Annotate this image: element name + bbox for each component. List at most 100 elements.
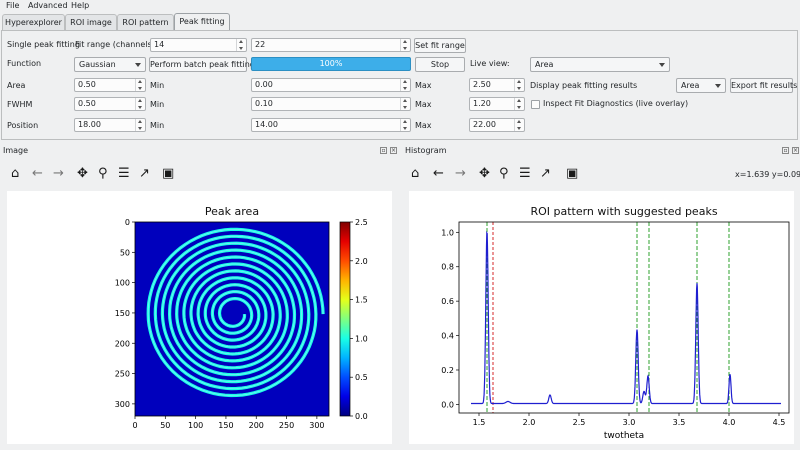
spin-arrows-icon[interactable]	[400, 119, 410, 131]
image-plot-area[interactable]: Peak area 0 50 100 150 200 250 300 0 50 100 150 200 2…	[7, 191, 392, 444]
colorbar-tick-label: 0.0	[355, 412, 368, 421]
display-results-label: Display peak fitting results	[530, 81, 638, 90]
fit-range-label: Fit range (channels):	[75, 40, 158, 49]
float-icon[interactable]: ▫	[380, 147, 387, 154]
spin-arrows-icon[interactable]	[514, 98, 524, 110]
pan-icon[interactable]: ✥	[479, 166, 490, 181]
roi-pattern-chart[interactable]: ROI pattern with suggested peaks 1.5 2.0 2.…	[409, 191, 794, 444]
spin-arrows-icon[interactable]	[400, 39, 410, 51]
peak-fitting-panel	[1, 30, 798, 140]
image-dock-title: Image	[3, 146, 29, 155]
zoom-icon[interactable]: ⚲	[98, 166, 108, 181]
y-tick-label: 1.0	[441, 228, 454, 237]
display-results-select[interactable]: Area	[676, 78, 726, 93]
pan-icon[interactable]: ✥	[77, 166, 88, 181]
back-icon[interactable]: ←	[32, 166, 43, 181]
x-tick-label: 150	[218, 421, 233, 430]
fit-range-max-value: 22	[255, 40, 266, 49]
spin-arrows-icon[interactable]	[135, 98, 145, 110]
live-view-select[interactable]: Area	[530, 57, 670, 72]
y-tick-label: 0	[125, 218, 130, 227]
inspect-diagnostics-checkbox[interactable]	[531, 100, 540, 109]
y-tick-label: 0.8	[441, 263, 454, 272]
close-icon[interactable]: ×	[390, 147, 397, 154]
tab-roi-pattern[interactable]: ROI pattern	[117, 14, 174, 30]
y-tick-label: 50	[120, 248, 130, 257]
back-icon[interactable]: ←	[433, 166, 444, 181]
param-area-value-spinbox[interactable]: 0.50	[74, 78, 146, 92]
save-icon[interactable]: ▣	[162, 166, 175, 181]
spin-arrows-icon[interactable]	[135, 79, 145, 91]
heatmap-title: Peak area	[205, 205, 259, 218]
spin-arrows-icon[interactable]	[514, 119, 524, 131]
y-tick-label: 200	[115, 339, 130, 348]
tab-hyperexplorer[interactable]: Hyperexplorer	[2, 14, 65, 30]
menu-bar: File Advanced Help	[0, 0, 800, 13]
menu-file[interactable]: File	[6, 1, 20, 10]
spin-arrows-icon[interactable]	[400, 98, 410, 110]
set-fit-range-button[interactable]: Set fit range	[414, 38, 466, 53]
close-icon[interactable]: ×	[792, 147, 799, 154]
edit-axis-icon[interactable]: ↗	[139, 166, 150, 181]
fit-range-min-value: 14	[154, 40, 165, 49]
param-value: 0.50	[78, 99, 96, 108]
spin-arrows-icon[interactable]	[236, 39, 246, 51]
forward-icon[interactable]: →	[455, 166, 466, 181]
home-icon[interactable]: ⌂	[411, 166, 420, 181]
menu-advanced[interactable]: Advanced	[28, 1, 68, 10]
chevron-down-icon	[715, 84, 721, 88]
home-icon[interactable]: ⌂	[11, 166, 20, 181]
chevron-down-icon	[659, 63, 665, 67]
dock-splitter[interactable]	[399, 147, 402, 450]
param-area-max-spinbox[interactable]: 2.50	[469, 78, 525, 92]
edit-axis-icon[interactable]: ↗	[540, 166, 551, 181]
line-chart-frame	[458, 221, 790, 414]
param-fwhm-min-spinbox[interactable]: 0.10	[251, 97, 411, 111]
spin-arrows-icon[interactable]	[400, 79, 410, 91]
spin-arrows-icon[interactable]	[514, 79, 524, 91]
stop-button[interactable]: Stop	[415, 57, 465, 72]
cursor-coordinates: x=1.639 y=0.091	[735, 170, 800, 179]
spin-arrows-icon[interactable]	[135, 119, 145, 131]
y-tick-label: 0.6	[441, 297, 454, 306]
histogram-dock-title: Histogram	[405, 146, 447, 155]
forward-icon[interactable]: →	[53, 166, 64, 181]
configure-subplots-icon[interactable]: ☰	[118, 166, 130, 181]
tab-roi-image[interactable]: ROI image	[65, 14, 117, 30]
tab-peak-fitting[interactable]: Peak fitting	[174, 13, 230, 31]
x-tick-label: 200	[249, 421, 264, 430]
param-max-value: 1.20	[473, 99, 491, 108]
fit-range-max-spinbox[interactable]: 22	[251, 38, 411, 52]
inspect-diagnostics-label: Inspect Fit Diagnostics (live overlay)	[543, 99, 689, 108]
param-area-min-spinbox[interactable]: 0.00	[251, 78, 411, 92]
zoom-icon[interactable]: ⚲	[499, 166, 509, 181]
param-position-min-spinbox[interactable]: 14.00	[251, 118, 411, 132]
x-tick-label: 100	[188, 421, 203, 430]
param-min-value: 0.00	[255, 80, 273, 89]
series-line	[471, 230, 781, 405]
function-select[interactable]: Gaussian	[74, 57, 146, 72]
export-fit-button[interactable]: Export fit results	[730, 78, 797, 93]
single-peak-label: Single peak fitting	[7, 40, 80, 49]
param-fwhm-max-spinbox[interactable]: 1.20	[469, 97, 525, 111]
perform-batch-button[interactable]: Perform batch peak fitting	[149, 57, 255, 72]
param-position-max-spinbox[interactable]: 22.00	[469, 118, 525, 132]
param-position-value-spinbox[interactable]: 18.00	[74, 118, 146, 132]
y-tick-label: 0.2	[441, 366, 454, 375]
float-icon[interactable]: ▫	[782, 147, 789, 154]
fit-range-min-spinbox[interactable]: 14	[150, 38, 247, 52]
param-fwhm-value-spinbox[interactable]: 0.50	[74, 97, 146, 111]
colorbar	[339, 221, 351, 417]
param-max-value: 2.50	[473, 80, 491, 89]
save-icon[interactable]: ▣	[566, 166, 579, 181]
x-tick-label: 3.5	[673, 418, 686, 427]
configure-subplots-icon[interactable]: ☰	[519, 166, 531, 181]
peak-area-heatmap[interactable]: Peak area 0 50 100 150 200 250 300 0 50 100 150 200 2…	[7, 191, 392, 444]
histogram-plot-area[interactable]: ROI pattern with suggested peaks 1.5 2.0 2.…	[409, 191, 794, 444]
param-fwhm-label: FWHM	[7, 100, 33, 109]
param-position-label: Position	[7, 121, 39, 130]
x-tick-label: 250	[279, 421, 294, 430]
live-view-select-value: Area	[535, 60, 554, 69]
menu-help[interactable]: Help	[71, 1, 90, 10]
x-tick-label: 4.0	[723, 418, 736, 427]
